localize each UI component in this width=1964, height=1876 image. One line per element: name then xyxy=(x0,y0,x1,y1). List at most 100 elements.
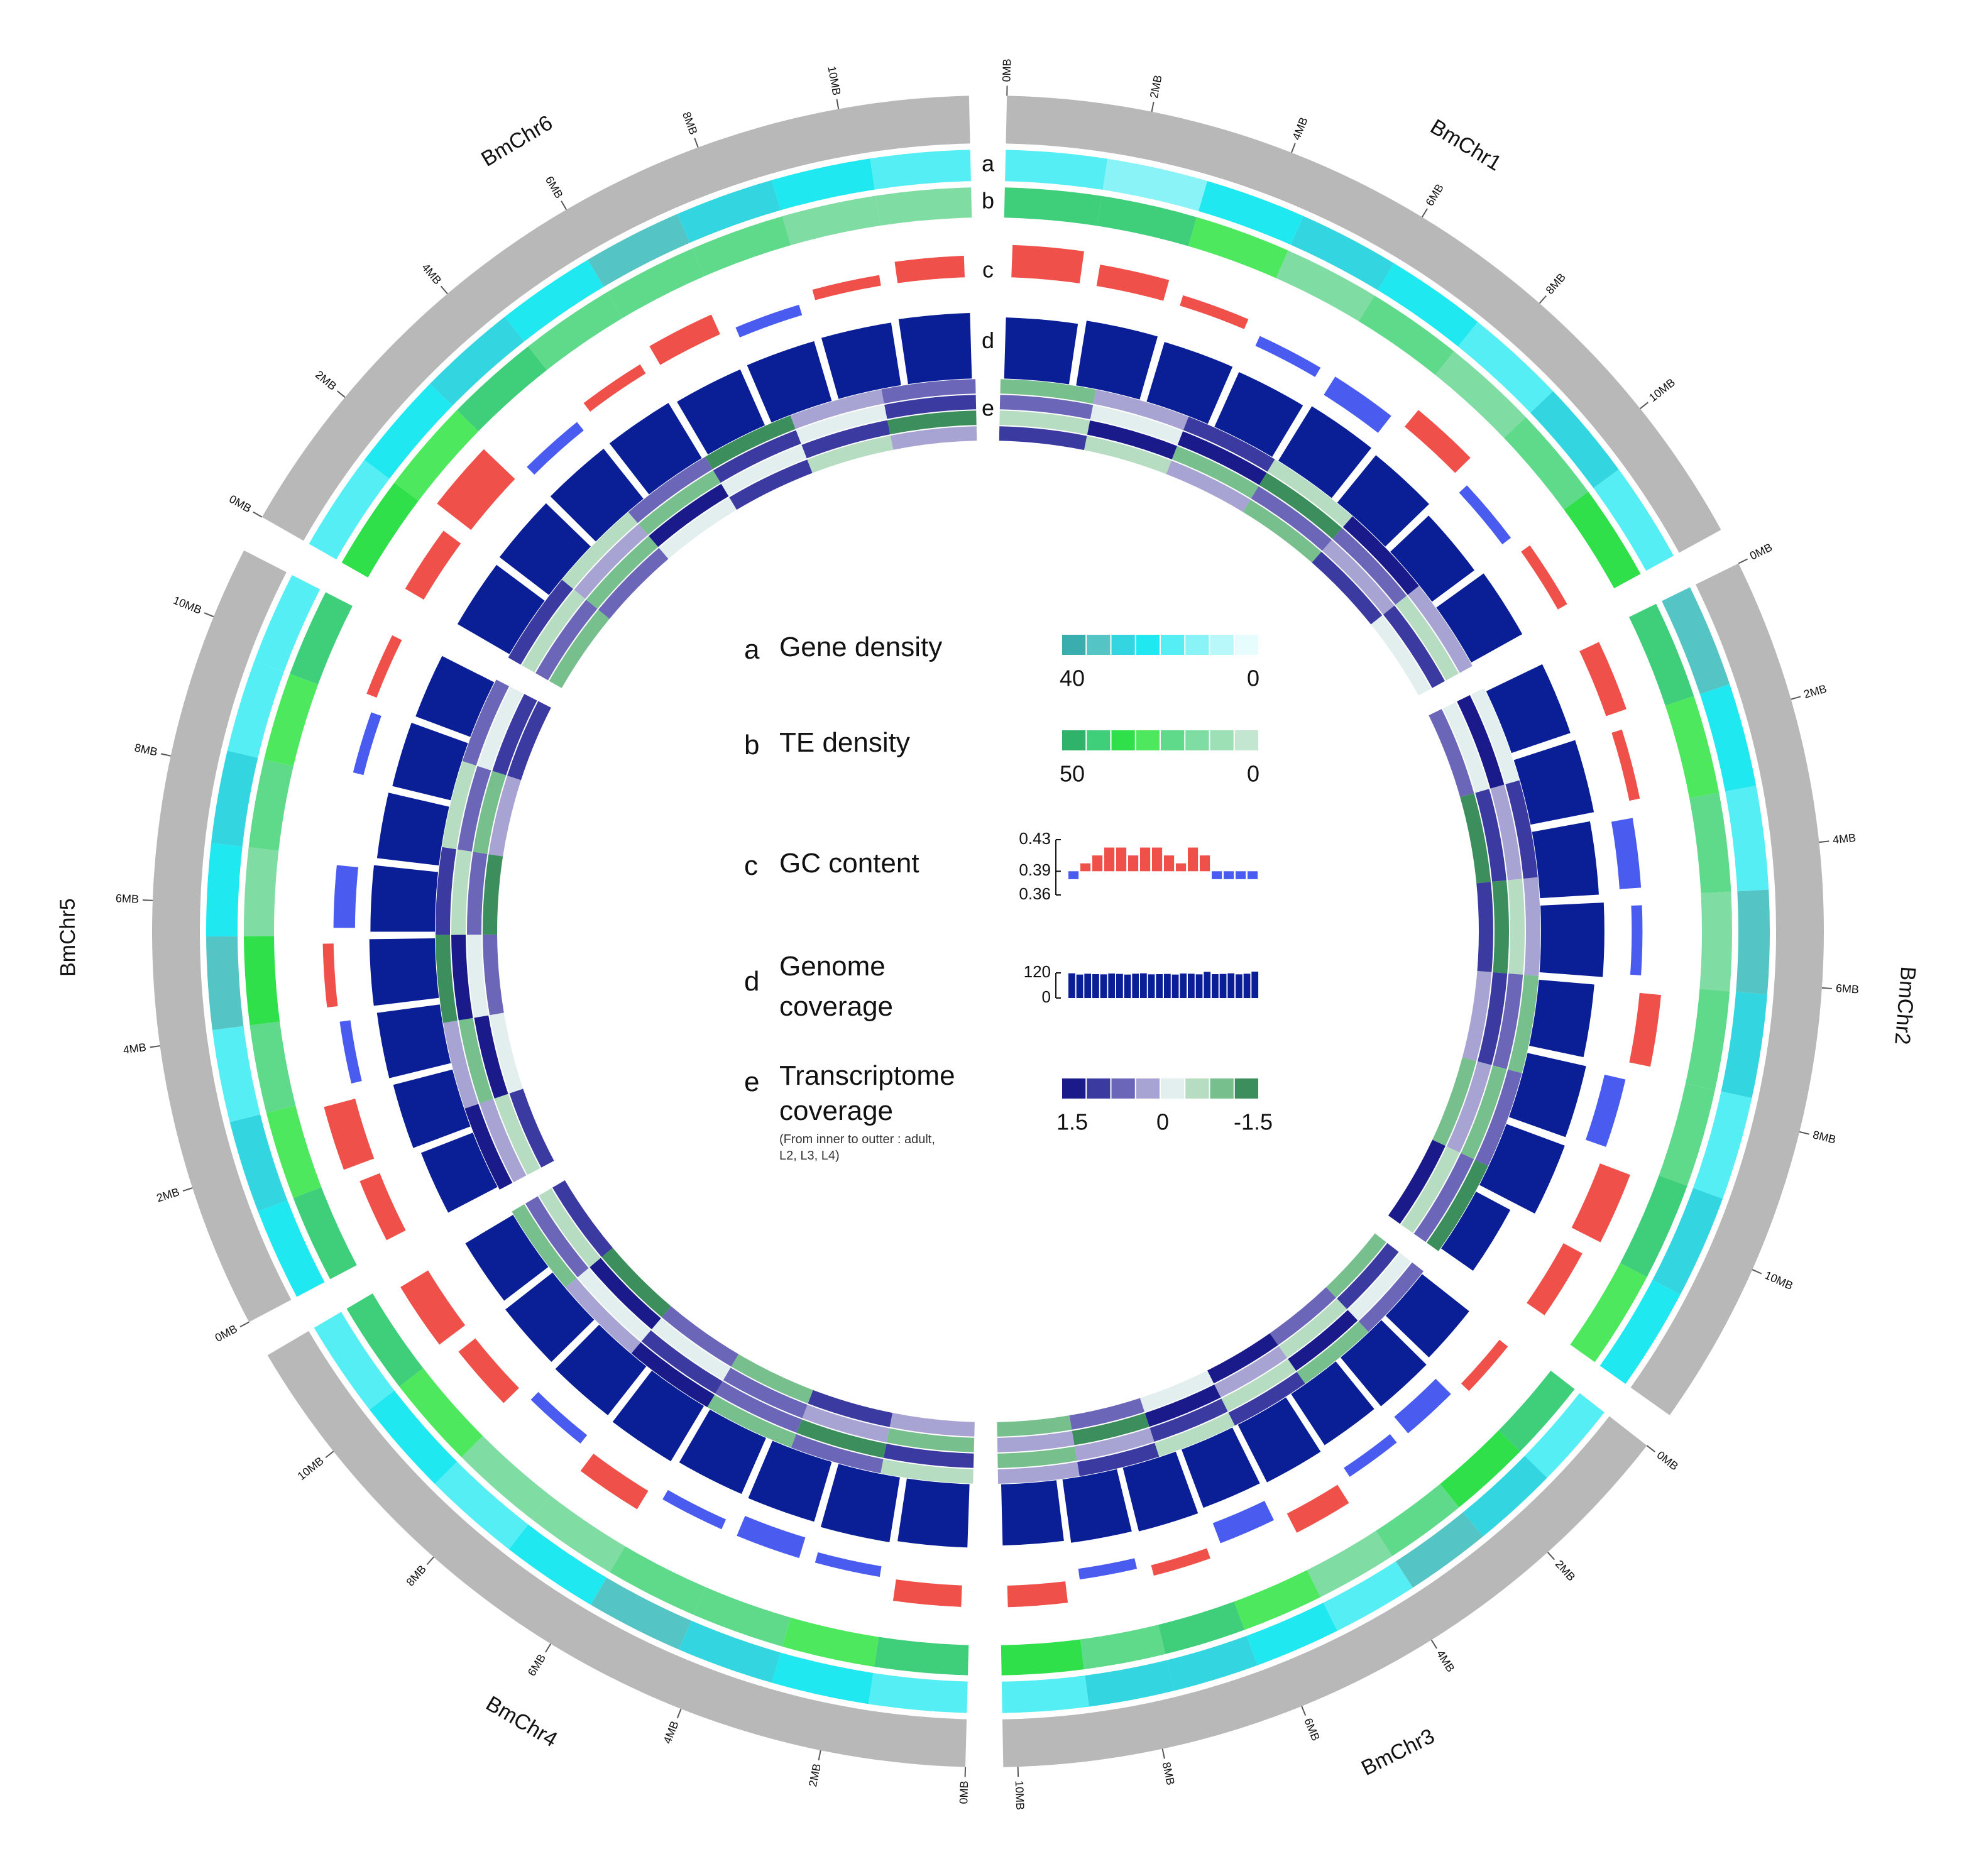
legend-bar xyxy=(1116,974,1123,998)
legend-bar xyxy=(1140,847,1151,872)
legend-letter: e xyxy=(744,1067,760,1097)
heatmap-cell xyxy=(1297,1321,1369,1384)
coverage-bar xyxy=(1385,1274,1469,1358)
tick-mark xyxy=(1539,295,1547,304)
color-swatch xyxy=(1136,635,1160,655)
gc-bar xyxy=(1007,1581,1068,1608)
heatmap-cell xyxy=(505,260,604,342)
tick-mark xyxy=(1291,143,1296,153)
tick-mark xyxy=(561,200,568,211)
legend-bar xyxy=(1243,974,1251,998)
legend-bar xyxy=(1224,871,1234,879)
heatmap-cell xyxy=(661,1306,739,1367)
heatmap-cell xyxy=(480,1099,527,1183)
heatmap-cell xyxy=(1259,473,1342,539)
track-letter: e xyxy=(982,395,994,421)
coverage-bar xyxy=(1237,1397,1321,1483)
coverage-bar xyxy=(1390,515,1475,602)
heatmap-cell xyxy=(801,420,891,459)
legend-label: Gene density xyxy=(779,632,943,662)
legend-bar xyxy=(1100,974,1107,998)
gc-bar xyxy=(458,1338,519,1403)
y-tick-label: 0.43 xyxy=(1019,829,1051,848)
heatmap-cell xyxy=(1085,1660,1175,1707)
heatmap-cell xyxy=(1446,1061,1492,1153)
heatmap-cell xyxy=(601,1248,671,1318)
legend-bar xyxy=(1227,973,1235,998)
heatmap-cell xyxy=(1471,688,1520,784)
legend-bar xyxy=(1212,974,1219,998)
coverage-bar xyxy=(1214,371,1303,458)
tick-label: 8MB xyxy=(1544,271,1568,297)
heatmap-cell xyxy=(772,158,875,211)
coverage-bar xyxy=(1539,902,1605,977)
tick-label: 4MB xyxy=(1434,1648,1457,1674)
coverage-bar xyxy=(555,1324,647,1415)
heatmap-cell xyxy=(578,1268,651,1342)
tick-label: 2MB xyxy=(1553,1558,1578,1584)
gc-bar xyxy=(324,1099,375,1170)
chromosome-name: BmChr3 xyxy=(1358,1724,1439,1780)
coverage-bar xyxy=(1341,1320,1427,1407)
tick-label: 0MB xyxy=(1000,58,1013,82)
heatmap-cell xyxy=(1097,195,1197,246)
heatmap-cell xyxy=(887,410,977,435)
tick-label: 10MB xyxy=(1763,1269,1795,1292)
heatmap-cell xyxy=(1736,889,1770,995)
heatmap-cell xyxy=(693,1587,791,1647)
heatmap-cell xyxy=(1523,877,1540,976)
heatmap-cell xyxy=(483,935,504,1016)
heatmap-cell xyxy=(1347,1253,1412,1321)
heatmap-cell xyxy=(1498,1370,1575,1452)
gc-bar xyxy=(1629,992,1661,1067)
heatmap-cell xyxy=(1307,1530,1393,1598)
heatmap-cell xyxy=(1662,587,1730,694)
heatmap-cell xyxy=(631,1342,715,1408)
legend-bar xyxy=(1188,974,1195,998)
heatmap-cell xyxy=(264,674,319,767)
heatmap-cell xyxy=(1149,1398,1228,1442)
color-swatch xyxy=(1087,635,1111,655)
heatmap-cell xyxy=(659,497,737,559)
legend-bar xyxy=(1084,974,1092,998)
tick-mark xyxy=(426,1556,434,1566)
tick-mark xyxy=(1421,208,1428,217)
heatmap-cell xyxy=(1378,263,1478,347)
gc-bar xyxy=(1011,244,1085,283)
gc-bar xyxy=(894,255,965,283)
heatmap-cell xyxy=(1342,516,1419,595)
heatmap-cell xyxy=(1429,709,1474,798)
gc-bar xyxy=(649,314,720,365)
coverage-bar xyxy=(1441,1191,1511,1271)
tick-mark xyxy=(1547,1552,1555,1561)
heatmap-cell xyxy=(1493,973,1523,1070)
heatmap-cell xyxy=(1188,217,1288,278)
tick-mark xyxy=(694,138,699,148)
coverage-bar xyxy=(612,1370,705,1462)
heatmap-cell xyxy=(1083,436,1171,474)
heatmap-cell xyxy=(1087,420,1178,460)
legend-letter: b xyxy=(744,730,760,760)
heatmap-cell xyxy=(1570,1263,1647,1363)
gc-bar xyxy=(400,1270,466,1345)
legend-bar xyxy=(1212,871,1222,879)
heatmap-cell xyxy=(1530,391,1619,488)
heatmap-cell xyxy=(451,849,472,935)
legend-bar xyxy=(1236,871,1246,879)
heatmap-cell xyxy=(525,1196,589,1278)
heatmap-cell xyxy=(293,1187,357,1280)
color-swatch xyxy=(1185,1078,1209,1099)
heatmap-cell xyxy=(528,292,623,370)
heatmap-cell xyxy=(713,430,801,483)
tick-label: 6MB xyxy=(116,892,140,905)
chromosome-name: BmChr5 xyxy=(56,898,80,977)
heatmap-cell xyxy=(692,216,791,277)
heatmap-cell xyxy=(1267,459,1353,527)
heatmap-cell xyxy=(549,610,610,688)
tick-mark xyxy=(440,285,448,295)
heatmap-cell xyxy=(565,1278,641,1354)
heatmap-cell xyxy=(243,847,279,936)
heatmap-cell xyxy=(254,574,321,672)
heatmap-cell xyxy=(1312,551,1383,625)
gc-bar xyxy=(1611,729,1640,801)
